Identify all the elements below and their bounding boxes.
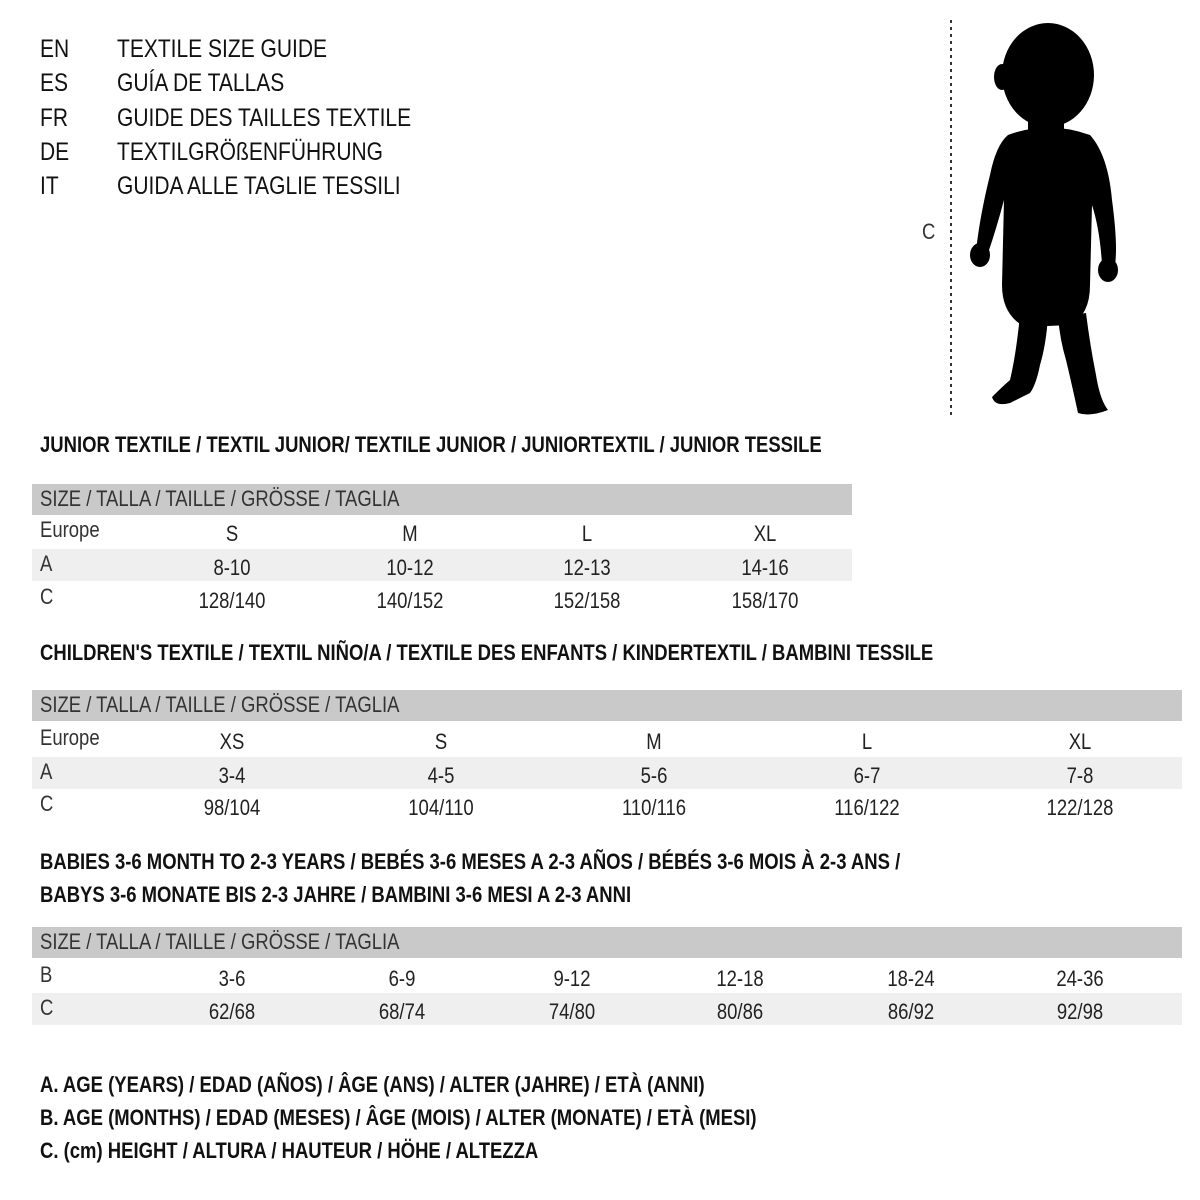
row-label: A: [40, 759, 53, 784]
table-cell: XL: [753, 521, 777, 546]
table-cell: M: [646, 729, 662, 754]
table-cell: S: [434, 729, 448, 754]
table-row-band: [32, 993, 1182, 1025]
table-cell: 140/152: [376, 588, 444, 613]
row-label: C: [40, 995, 54, 1020]
table-cell: 80/86: [716, 999, 764, 1024]
language-code: DE: [40, 137, 70, 166]
table-cell: 74/80: [548, 999, 596, 1024]
child-silhouette-icon: [950, 20, 1118, 415]
table-cell: 18-24: [887, 966, 935, 991]
table-cell: M: [402, 521, 418, 546]
guide-title: TEXTILE SIZE GUIDE: [117, 35, 328, 63]
table-cell: 152/158: [553, 588, 621, 613]
language-code: EN: [40, 35, 70, 63]
table-cell: 14-16: [741, 555, 789, 580]
table-row-band: [32, 549, 852, 581]
table-header-bar: [32, 927, 1182, 958]
table-cell: 86/92: [887, 999, 935, 1024]
guide-title: GUÍA DE TALLAS: [117, 69, 285, 98]
legend-line: C. (cm) HEIGHT / ALTURA / HAUTEUR / HÖHE…: [40, 1138, 539, 1163]
language-code: IT: [40, 172, 59, 201]
table-cell: 128/140: [198, 588, 266, 613]
table-cell: 110/116: [621, 795, 687, 820]
table-cell: XL: [1068, 729, 1092, 754]
table-cell: 122/128: [1046, 795, 1114, 820]
height-measure-label: C: [922, 219, 936, 244]
row-label: A: [40, 551, 53, 576]
table-cell: XS: [219, 729, 245, 754]
legend-line: B. AGE (MONTHS) / EDAD (MESES) / ÂGE (MO…: [40, 1105, 757, 1130]
table-cell: S: [225, 521, 239, 546]
table-cell: 12-18: [716, 966, 764, 991]
table-cell: 104/110: [408, 795, 474, 820]
table-cell: L: [581, 521, 593, 546]
table-row-band: [32, 757, 1182, 789]
row-label: Europe: [40, 517, 100, 542]
table-cell: 12-13: [563, 555, 611, 580]
table-cell: 62/68: [208, 999, 256, 1024]
table-title: BABIES 3-6 MONTH TO 2-3 YEARS / BEBÉS 3-…: [40, 849, 901, 874]
guide-title: GUIDE DES TAILLES TEXTILE: [117, 103, 412, 132]
legend-line: A. AGE (YEARS) / EDAD (AÑOS) / ÂGE (ANS)…: [40, 1072, 705, 1097]
guide-title: GUIDA ALLE TAGLIE TESSILI: [117, 172, 401, 201]
table-header-label: SIZE / TALLA / TAILLE / GRÖSSE / TAGLIA: [40, 929, 400, 954]
table-title: BABYS 3-6 MONATE BIS 2-3 JAHRE / BAMBINI…: [40, 882, 632, 907]
table-cell: 9-12: [553, 966, 591, 991]
table-cell: 3-4: [218, 763, 246, 788]
row-label: C: [40, 584, 54, 609]
table-cell: 98/104: [203, 795, 261, 820]
table-cell: 7-8: [1066, 763, 1094, 788]
table-cell: 3-6: [218, 966, 246, 991]
table-cell: 4-5: [427, 763, 455, 788]
table-header-label: SIZE / TALLA / TAILLE / GRÖSSE / TAGLIA: [40, 692, 400, 717]
table-cell: L: [861, 729, 873, 754]
language-code: FR: [40, 103, 68, 132]
table-cell: 8-10: [213, 555, 251, 580]
table-cell: 68/74: [378, 999, 426, 1024]
table-title: CHILDREN'S TEXTILE / TEXTIL NIÑO/A / TEX…: [40, 640, 934, 665]
table-cell: 6-9: [388, 966, 416, 991]
row-label: Europe: [40, 725, 100, 750]
table-cell: 5-6: [640, 763, 668, 788]
table-cell: 116/122: [834, 795, 900, 820]
table-cell: 24-36: [1056, 966, 1104, 991]
row-label: B: [40, 962, 53, 987]
table-header-bar: [32, 484, 852, 515]
table-cell: 6-7: [853, 763, 881, 788]
row-label: C: [40, 791, 54, 816]
table-header-label: SIZE / TALLA / TAILLE / GRÖSSE / TAGLIA: [40, 486, 400, 511]
table-header-bar: [32, 690, 1182, 721]
table-cell: 92/98: [1056, 999, 1104, 1024]
table-title: JUNIOR TEXTILE / TEXTIL JUNIOR/ TEXTILE …: [40, 432, 822, 457]
language-code: ES: [40, 69, 69, 98]
table-cell: 10-12: [386, 555, 434, 580]
guide-title: TEXTILGRÖßENFÜHRUNG: [117, 137, 384, 166]
table-cell: 158/170: [731, 588, 799, 613]
